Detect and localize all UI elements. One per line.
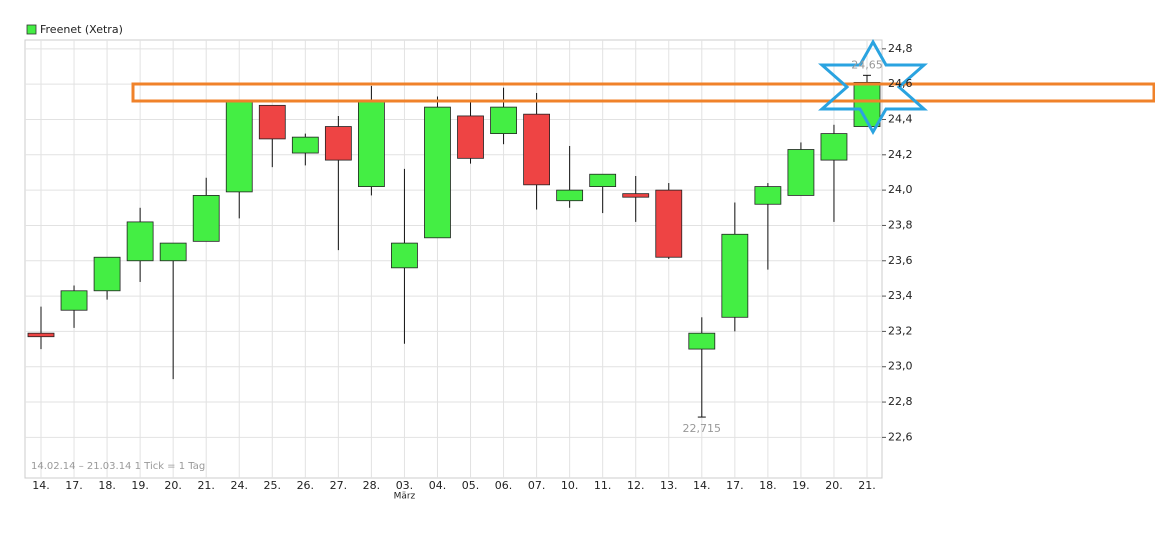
y-tick-label: 23,6 xyxy=(888,254,913,267)
x-tick-label: 25. xyxy=(264,479,282,492)
x-tick-label: 20. xyxy=(164,479,182,492)
y-tick-label: 23,0 xyxy=(888,360,913,373)
x-tick-label: 04. xyxy=(429,479,447,492)
candle-body xyxy=(457,115,484,159)
candle-body xyxy=(159,242,187,262)
x-tick-label: 18. xyxy=(759,479,777,492)
x-tick-label: 14. xyxy=(693,479,711,492)
x-tick-label: 13. xyxy=(660,479,678,492)
y-tick-label: 23,4 xyxy=(888,289,913,302)
candle-body xyxy=(754,186,782,205)
x-tick-label: 03. xyxy=(396,479,414,492)
candle-body xyxy=(192,195,220,242)
x-tick-label: 06. xyxy=(495,479,513,492)
x-tick-label: 17. xyxy=(726,479,744,492)
x-tick-label: 19. xyxy=(131,479,149,492)
star-marker xyxy=(818,38,928,136)
candle-body xyxy=(622,193,650,198)
annotation-label: 24,65 xyxy=(851,58,883,71)
candle-body xyxy=(126,221,154,262)
x-tick-label: 26. xyxy=(297,479,315,492)
candle-body xyxy=(556,189,584,202)
y-tick-label: 24,8 xyxy=(888,42,913,55)
y-tick-label: 24,4 xyxy=(888,112,913,125)
x-tick-label: 07. xyxy=(528,479,546,492)
x-tick-label: 14. xyxy=(32,479,50,492)
candle-body xyxy=(225,99,253,193)
x-tick-label: 27. xyxy=(330,479,348,492)
x-tick-label: 19. xyxy=(792,479,810,492)
candle-body xyxy=(523,113,550,186)
candle-body xyxy=(391,242,418,269)
y-tick-label: 23,2 xyxy=(888,324,913,337)
x-tick-label: 05. xyxy=(462,479,480,492)
candle-body xyxy=(324,126,352,161)
candle-body xyxy=(258,104,286,140)
candle-body xyxy=(424,106,451,239)
x-tick-label: 21. xyxy=(197,479,215,492)
candle-body xyxy=(589,173,617,187)
x-tick-label: 12. xyxy=(627,479,645,492)
candle-body xyxy=(688,332,716,350)
x-tick-label: 28. xyxy=(363,479,381,492)
candle-body xyxy=(291,136,319,154)
legend-label: Freenet (Xetra) xyxy=(40,23,123,36)
x-tick-label: 21. xyxy=(858,479,876,492)
x-tick-label: 11. xyxy=(594,479,612,492)
candle-body xyxy=(490,106,517,135)
candle-body xyxy=(357,99,385,187)
candle-body xyxy=(787,149,815,196)
caption: 14.02.14 – 21.03.14 1 Tick = 1 Tag xyxy=(31,461,205,472)
x-tick-label: 10. xyxy=(561,479,579,492)
candle-body xyxy=(820,133,848,161)
x-tick-label: 18. xyxy=(98,479,116,492)
candle-body xyxy=(93,256,121,292)
x-tick-label: 24. xyxy=(230,479,248,492)
candle-body xyxy=(60,290,88,311)
candle-body xyxy=(27,332,55,338)
y-tick-label: 22,6 xyxy=(888,430,913,443)
plot-area xyxy=(24,39,883,479)
y-tick-label: 24,0 xyxy=(888,183,913,196)
annotation-label: 22,715 xyxy=(683,422,722,435)
y-tick-label: 24,2 xyxy=(888,148,913,161)
x-tick-label: 17. xyxy=(65,479,83,492)
y-tick-label: 24,6 xyxy=(888,77,913,90)
candle-body xyxy=(721,233,749,318)
month-label: März xyxy=(394,492,416,502)
y-tick-label: 23,8 xyxy=(888,218,913,231)
y-tick-label: 22,8 xyxy=(888,395,913,408)
x-tick-label: 20. xyxy=(825,479,843,492)
candles xyxy=(27,74,881,418)
legend-swatch xyxy=(26,24,37,35)
highlight-box xyxy=(131,82,1155,103)
candle-body xyxy=(655,189,683,258)
